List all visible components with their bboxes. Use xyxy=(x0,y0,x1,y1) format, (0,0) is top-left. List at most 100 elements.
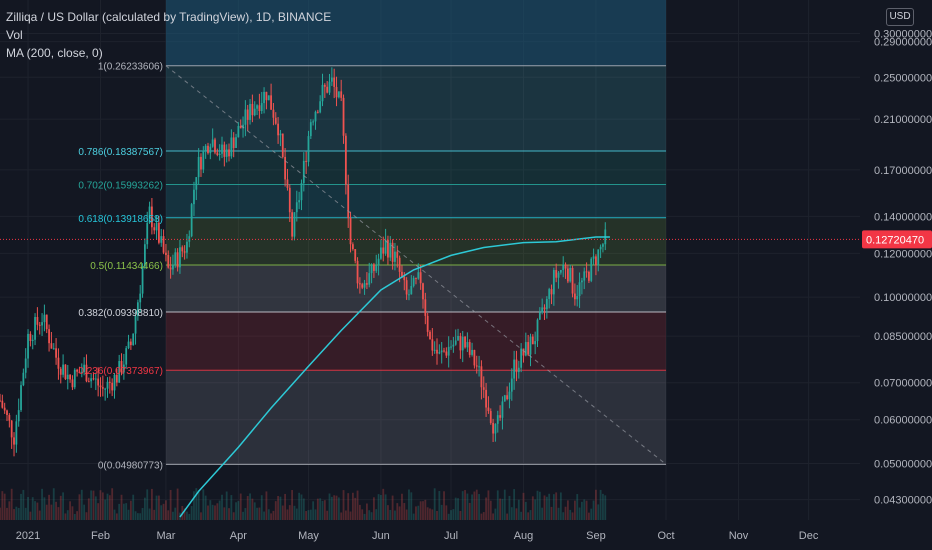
ma-indicator-label[interactable]: MA (200, close, 0) xyxy=(6,46,103,60)
fib-level-label: 0.618(0.13918658) xyxy=(78,214,163,225)
candle-body xyxy=(522,348,525,356)
fib-zone xyxy=(165,264,667,313)
candle-body xyxy=(340,91,343,98)
volume-bar xyxy=(27,497,29,520)
volume-bar xyxy=(174,507,177,520)
candle-body xyxy=(312,121,315,123)
volume-bar xyxy=(235,502,237,520)
volume-bar xyxy=(440,504,443,520)
candle-body xyxy=(375,265,378,271)
candle-body xyxy=(120,361,123,373)
candle-body xyxy=(246,109,249,120)
volume-bar xyxy=(576,494,579,520)
volume-bar xyxy=(401,493,403,520)
volume-bar xyxy=(218,500,221,520)
candle-body xyxy=(48,329,50,344)
symbol-title[interactable]: Zilliqa / US Dollar (calculated by Tradi… xyxy=(6,10,332,24)
candle-body xyxy=(496,415,499,424)
volume-bar xyxy=(387,505,389,520)
candle-body xyxy=(274,117,277,124)
candle-body xyxy=(480,366,483,388)
volume-bar xyxy=(153,509,156,520)
candle-body xyxy=(52,348,55,350)
volume-bar xyxy=(506,513,509,520)
candle-body xyxy=(431,339,434,351)
candle-body xyxy=(410,285,413,295)
volume-bar xyxy=(209,500,212,520)
candle-body xyxy=(536,319,539,342)
candle-body xyxy=(520,348,523,368)
candle-body xyxy=(333,77,336,87)
volume-bar xyxy=(193,491,195,520)
volume-bar xyxy=(541,507,544,520)
volume-bar xyxy=(319,498,322,520)
volume-bar xyxy=(6,507,8,520)
volume-bar xyxy=(85,512,88,520)
candle-body xyxy=(155,222,158,231)
candle-body xyxy=(141,266,144,294)
candle-body xyxy=(34,316,36,340)
candle-body xyxy=(443,350,445,352)
volume-bar xyxy=(562,512,565,520)
volume-bar xyxy=(438,491,441,520)
fib-level-label: 1(0.26233606) xyxy=(98,62,163,73)
candle-body xyxy=(351,244,354,250)
currency-badge[interactable]: USD xyxy=(886,8,914,26)
volume-bar xyxy=(501,498,504,520)
volume-bar xyxy=(249,493,251,520)
candle-body xyxy=(452,344,455,347)
volume-bar xyxy=(550,506,553,520)
candle-body xyxy=(244,109,247,125)
volume-bar xyxy=(342,490,345,520)
volume-bar xyxy=(595,489,597,520)
volume-bar xyxy=(143,497,146,520)
candle-body xyxy=(321,84,324,102)
volume-bar xyxy=(326,510,329,520)
candle-body xyxy=(566,268,569,282)
volume-bar xyxy=(466,493,469,520)
price-axis-tick: 0.29000000 xyxy=(874,37,932,49)
fib-trendline xyxy=(165,65,667,465)
volume-bar xyxy=(552,494,555,520)
candle-body xyxy=(543,307,546,310)
volume-bar xyxy=(358,504,361,520)
time-axis-tick: Dec xyxy=(799,530,819,542)
candle-body xyxy=(230,137,233,157)
candlestick-series xyxy=(0,67,607,457)
candle-body xyxy=(417,272,420,279)
candle-body xyxy=(335,86,338,98)
candle-body xyxy=(394,251,396,262)
candle-body xyxy=(541,307,544,313)
candle-body xyxy=(200,156,202,170)
time-axis[interactable]: 2021 Feb Mar Apr May Jun Jul Aug Sep Oct Nov Dec xyxy=(16,530,819,542)
candle-body xyxy=(366,283,368,285)
volume-bar xyxy=(396,503,399,520)
volume-bar xyxy=(555,492,558,520)
candle-body xyxy=(384,239,387,254)
volume-bar xyxy=(146,489,149,520)
volume-bar xyxy=(162,503,165,520)
volume-bar xyxy=(492,513,494,520)
volume-bar xyxy=(377,494,380,520)
volume-bar xyxy=(461,491,464,520)
volume-bar xyxy=(604,495,607,520)
price-axis-tick: 0.25000000 xyxy=(874,72,932,84)
volume-bar xyxy=(221,494,223,520)
volume-indicator-label[interactable]: Vol xyxy=(6,28,23,42)
candle-body xyxy=(160,236,163,243)
candle-body xyxy=(513,359,516,379)
candle-body xyxy=(578,282,581,297)
volume-bar xyxy=(295,508,298,520)
candle-body xyxy=(265,91,268,101)
volume-bar xyxy=(129,500,132,520)
candle-body xyxy=(80,372,83,374)
candle-body xyxy=(214,139,216,153)
volume-bar xyxy=(97,503,100,520)
time-axis-tick: May xyxy=(298,530,319,542)
candle-body xyxy=(323,84,326,87)
candle-body xyxy=(139,293,142,303)
fibonacci-retracement[interactable] xyxy=(165,0,667,465)
candle-body xyxy=(288,187,291,213)
